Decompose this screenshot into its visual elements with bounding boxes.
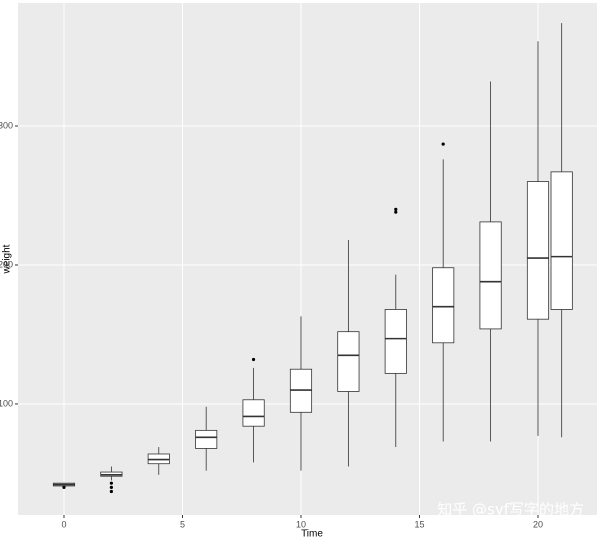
x-tick-label: 0 — [61, 519, 66, 529]
watermark: 知乎 @syf写字的地方 — [437, 501, 584, 519]
x-tick-label: 10 — [296, 519, 306, 529]
box — [337, 331, 360, 392]
outlier — [109, 481, 113, 485]
box — [432, 267, 455, 344]
y-tick-label: 300 — [0, 120, 13, 130]
box — [384, 309, 407, 374]
x-tick-label: 5 — [180, 519, 185, 529]
box — [242, 399, 265, 427]
outlier — [394, 210, 398, 214]
y-axis-title: weight — [2, 244, 13, 274]
box — [550, 171, 573, 310]
x-axis-title: Time — [301, 529, 323, 538]
box — [526, 181, 550, 320]
outlier — [109, 489, 113, 494]
box — [195, 429, 218, 449]
box — [479, 221, 502, 330]
outlier — [394, 207, 398, 211]
x-tick-label: 20 — [533, 519, 543, 529]
outlier — [441, 142, 445, 146]
outlier — [62, 485, 66, 489]
outlier — [251, 357, 256, 362]
outlier — [109, 485, 113, 489]
y-tick-label: 200 — [0, 259, 13, 269]
y-tick-label: 100 — [0, 398, 13, 408]
x-tick-label: 15 — [414, 519, 424, 529]
plot-panel — [18, 3, 597, 515]
